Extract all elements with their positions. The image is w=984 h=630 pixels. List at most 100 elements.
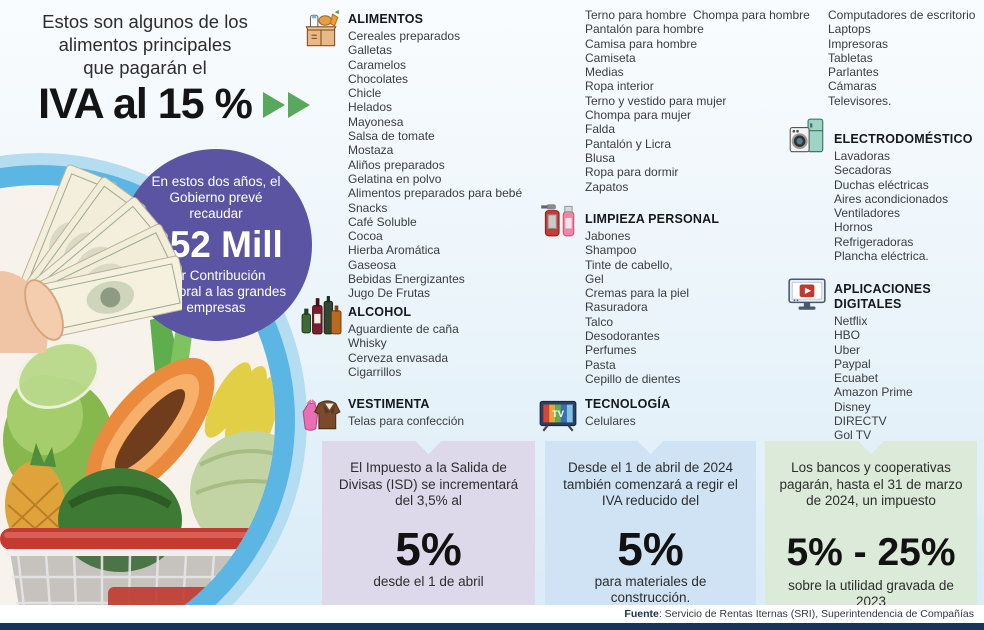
list-item: Impresoras xyxy=(828,36,889,51)
list-item: Tabletas xyxy=(828,50,873,65)
box-caption: para materiales de construcción. xyxy=(594,573,707,605)
category-vestimenta: VESTIMENTA Telas para confección xyxy=(300,397,540,431)
list-item: Salsa de tomate xyxy=(348,129,435,144)
category-label: APLICACIONES DIGITALES xyxy=(834,282,931,311)
title-iva-15: IVA al 15 % xyxy=(38,80,253,128)
list-item: Gel xyxy=(585,271,604,286)
double-arrow-icon xyxy=(263,92,310,118)
list-item: Laptops xyxy=(828,22,871,37)
revenue-intro: En estos dos años, el Gobierno prevé rec… xyxy=(151,174,281,221)
list-item: Cremas para la piel xyxy=(585,286,690,301)
list-item: Mostaza xyxy=(348,143,394,158)
list-item: Talco xyxy=(585,314,614,329)
source-text: Fuente: Servicio de Rentas Iternas (SRI)… xyxy=(624,608,974,620)
list-item: Cocoa xyxy=(348,229,383,244)
info-box-isd: El Impuesto a la Salida de Divisas (ISD)… xyxy=(322,441,535,607)
box-intro: El Impuesto a la Salida de Divisas (ISD)… xyxy=(338,460,519,508)
category-list: Netflix HBO Uber Paypal Ecuabet Amazon Prime D… xyxy=(834,314,984,443)
list-item: Plancha eléctrica. xyxy=(834,249,929,264)
digital-apps-monitor-icon xyxy=(786,274,828,316)
info-box-iva-reducido: Desde el 1 de abril de 2024 también come… xyxy=(545,441,756,607)
list-item: Caramelos xyxy=(348,57,407,72)
title-line-1: Estos son algunos de los xyxy=(42,11,248,32)
category-electrodomestico: ELECTRODOMÉSTICO Lavadoras Secadoras Ducha… xyxy=(786,118,984,263)
list-item: Falda xyxy=(585,122,616,137)
list-item: Pantalón para hombre xyxy=(585,22,704,37)
grocery-box-icon xyxy=(300,10,342,52)
liquor-bottles-icon xyxy=(300,295,342,337)
list-item: Cámaras xyxy=(828,79,877,94)
list-item: Aliños preparados xyxy=(348,157,445,172)
list-item: Rasuradora xyxy=(585,300,648,315)
box-caption: desde el 1 de abril xyxy=(373,573,484,589)
list-item: Blusa xyxy=(585,150,616,165)
shopping-cart-photo xyxy=(0,315,275,630)
list-item: Netflix xyxy=(834,314,868,328)
list-item: Desodorantes xyxy=(585,329,660,344)
list-item: Disney xyxy=(834,399,871,414)
list-item: Computadores de escritorio xyxy=(828,8,976,22)
list-item: Aires acondicionados xyxy=(834,191,949,206)
list-item: Uber xyxy=(834,342,861,357)
title-line-3: que pagarán el xyxy=(83,57,207,78)
list-item: Pasta xyxy=(585,357,616,372)
list-item: Jabones xyxy=(585,229,631,243)
category-ropa-list: Terno para hombre Chompa para hombre Pant… xyxy=(585,8,845,194)
bottom-navy-bar xyxy=(0,623,984,630)
category-label: TECNOLOGÍA xyxy=(585,397,671,411)
category-list: Celulares xyxy=(585,414,777,428)
category-label: ALIMENTOS xyxy=(348,12,424,26)
money-fan-hand xyxy=(0,164,182,353)
category-list: Lavadoras Secadoras Duchas eléctricas Aires… xyxy=(834,149,984,263)
list-item: Gaseosa xyxy=(348,257,397,272)
list-item: Pantalón y Licra xyxy=(585,136,672,151)
box-intro: Desde el 1 de abril de 2024 también come… xyxy=(563,460,738,508)
list-item: Chompa para mujer xyxy=(585,108,692,123)
list-item: Refrigeradoras xyxy=(834,234,914,249)
list-item: Lavadoras xyxy=(834,149,891,163)
box-caption: sobre la utilidad gravada de 2023 xyxy=(788,577,954,609)
box-big-value: 5% xyxy=(395,522,462,575)
box-big-value: 5% xyxy=(617,522,684,575)
list-item: Paypal xyxy=(834,356,871,371)
category-list: Telas para confección xyxy=(348,414,540,428)
footer: Fuente: Servicio de Rentas Iternas (SRI)… xyxy=(0,605,984,623)
box-big-value: 5% - 25% xyxy=(786,530,956,574)
source-label: Fuente xyxy=(624,608,659,620)
list-item: Ropa interior xyxy=(585,79,654,94)
clothing-icon xyxy=(300,393,342,435)
list-item: Telas para confección xyxy=(348,414,465,428)
page-title: Estos son algunos de los alimentos princ… xyxy=(6,10,284,127)
list-item: Televisores. xyxy=(828,93,892,108)
list-item: Cigarrillos xyxy=(348,364,402,379)
list-item: Celulares xyxy=(585,414,636,428)
list-item: Helados xyxy=(348,100,393,115)
list-item: Mayonesa xyxy=(348,114,404,129)
list-item: Cerveza envasada xyxy=(348,350,449,365)
list-item: Chicle xyxy=(348,86,382,101)
list-item: Hornos xyxy=(834,220,873,235)
list-item: Cereales preparados xyxy=(348,29,461,43)
cleaning-products-icon xyxy=(537,198,579,240)
category-alimentos: ALIMENTOS Cereales preparados Galletas Car… xyxy=(300,10,540,301)
tv-icon: TV xyxy=(537,393,579,435)
category-dispositivos-list: Computadores de escritorio Laptops Impreso… xyxy=(828,8,984,108)
info-box-bancos: Los bancos y cooperativas pagarán, hasta… xyxy=(765,441,977,607)
list-item: Cepillo de dientes xyxy=(585,371,681,386)
list-item: Terno y vestido para mujer xyxy=(585,93,727,108)
list-item: HBO xyxy=(834,328,861,343)
source-detail: : Servicio de Rentas Iternas (SRI), Supe… xyxy=(658,608,974,620)
list-item: Galletas xyxy=(348,43,393,58)
category-tecnologia: TV TECNOLOGÍA Celulares xyxy=(537,397,777,432)
category-label: ELECTRODOMÉSTICO xyxy=(834,132,973,146)
category-list: Aguardiente de caña Whisky Cerveza envasad… xyxy=(348,322,540,379)
category-aplicaciones: APLICACIONES DIGITALES Netflix HBO Uber Pay… xyxy=(786,278,984,443)
list-item: Camisa para hombre xyxy=(585,36,698,51)
list-item: DIRECTV xyxy=(834,414,887,429)
list-item: Zapatos xyxy=(585,179,629,194)
list-item: Duchas eléctricas xyxy=(834,177,929,192)
list-item: Medias xyxy=(585,65,624,80)
list-item: Aguardiente de caña xyxy=(348,322,459,336)
list-item: Gelatina en polvo xyxy=(348,171,442,186)
